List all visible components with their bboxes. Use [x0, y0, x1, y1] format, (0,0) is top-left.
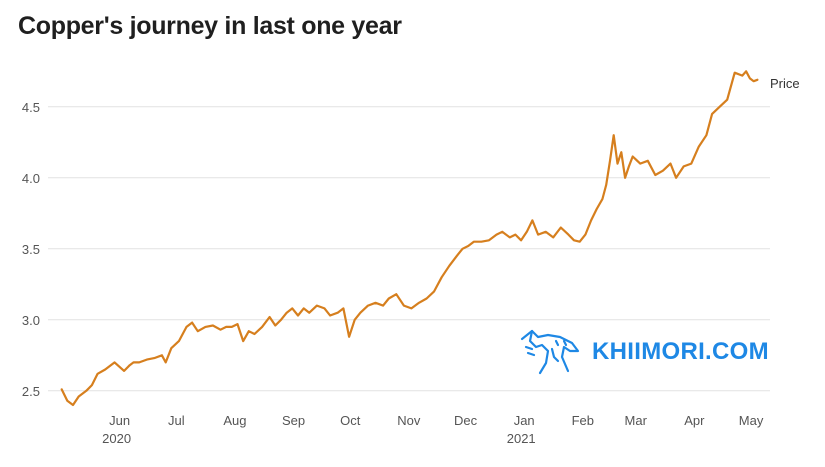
x-tick-label: Jan: [514, 413, 535, 428]
x-tick-label: Nov: [397, 413, 421, 428]
y-tick-label: 4.0: [22, 171, 40, 186]
x-tick-label: Jul: [168, 413, 185, 428]
x-tick-label: Mar: [625, 413, 648, 428]
chart-title: Copper's journey in last one year: [18, 12, 402, 40]
gridlines: [48, 106, 770, 392]
series-line-price: [60, 70, 759, 407]
x-tick-label: Sep: [282, 413, 305, 428]
x-tick-label: Oct: [340, 413, 361, 428]
y-axis-ticks: 2.5 3.0 3.5 4.0 4.5: [22, 100, 40, 399]
watermark-text: KHIIMORI.COM: [592, 338, 769, 365]
y-tick-label: 3.0: [22, 313, 40, 328]
x-tick-label: Aug: [223, 413, 246, 428]
x-tick-label: Feb: [572, 413, 594, 428]
x-tick-label: Apr: [684, 413, 705, 428]
x-tick-label: Jun: [109, 413, 130, 428]
y-tick-label: 4.5: [22, 100, 40, 115]
x-tick-label: Dec: [454, 413, 478, 428]
watermark: KHIIMORI.COM: [518, 327, 769, 377]
series-group: Price: [60, 70, 800, 407]
x-tick-year-label: 2020: [102, 431, 131, 446]
series-label: Price: [770, 76, 800, 91]
tiger-logo-icon: [520, 329, 580, 375]
y-tick-label: 2.5: [22, 384, 40, 399]
y-tick-label: 3.5: [22, 242, 40, 257]
x-axis-ticks: Jun 2020 Jul Aug Sep Oct Nov Dec Jan 2021 Feb Mar Ap…: [102, 413, 764, 446]
x-tick-year-label: 2021: [507, 431, 536, 446]
x-tick-label: May: [739, 413, 764, 428]
